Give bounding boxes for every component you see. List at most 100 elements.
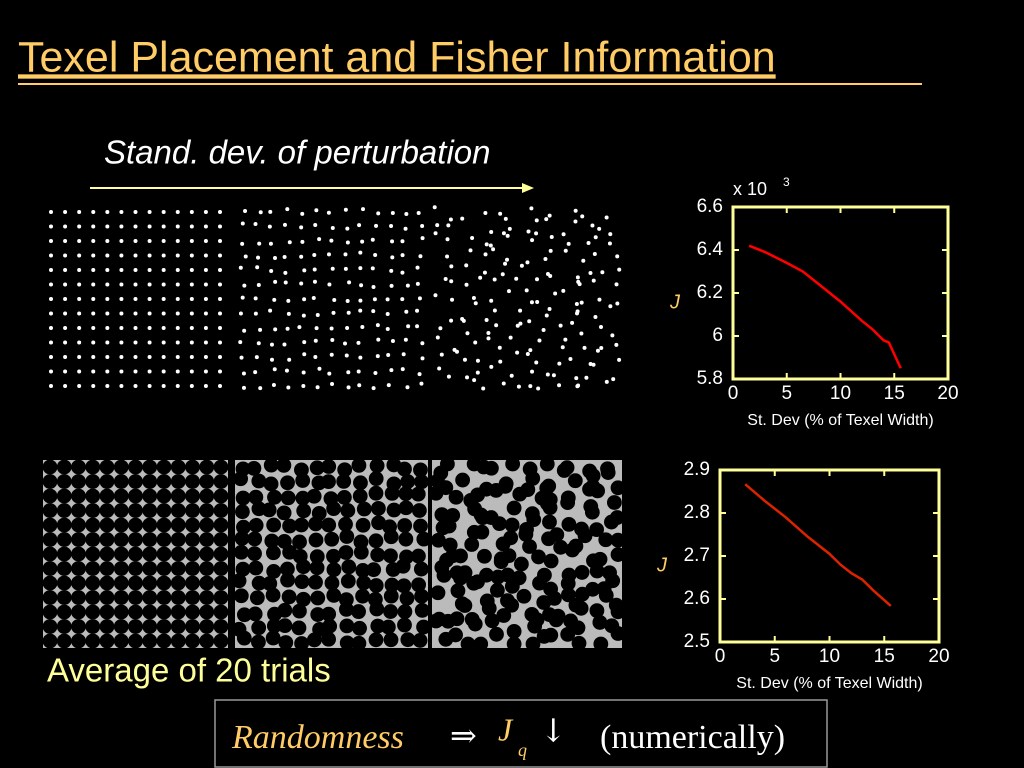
texel-dot — [415, 308, 420, 313]
texel-disc — [170, 488, 186, 504]
texel-dot — [371, 285, 376, 290]
texel-disc — [42, 561, 58, 576]
texel-dot — [119, 326, 124, 330]
texel-dot — [389, 368, 394, 373]
texel-dot — [284, 368, 289, 373]
texel-disc — [56, 561, 72, 576]
x-tick-label: 0 — [728, 383, 739, 404]
texel-disc — [185, 503, 200, 518]
texel-disc — [380, 619, 396, 635]
texel-disc — [113, 590, 129, 605]
texel-dot — [464, 282, 469, 287]
y-tick-label: 2.8 — [684, 502, 710, 523]
texel-disc — [504, 597, 520, 613]
texel-dot — [404, 309, 409, 314]
texel-disc — [541, 478, 557, 494]
texel-disc — [213, 604, 229, 620]
texel-dot — [253, 370, 258, 375]
texel-dot — [515, 350, 520, 355]
texel-dot — [501, 231, 506, 236]
texel-dot — [105, 210, 110, 214]
formula-subscript: q — [518, 740, 527, 760]
texel-dot — [608, 304, 613, 309]
texel-disc — [532, 575, 547, 591]
texel-disc — [85, 517, 101, 533]
texel-disc — [413, 462, 428, 478]
texel-dot — [91, 297, 96, 301]
texel-dot — [175, 297, 180, 301]
texel-dot — [433, 231, 438, 236]
texel-disc — [199, 633, 215, 649]
texel-dot — [203, 239, 208, 243]
texel-dot — [49, 369, 53, 374]
texel-dot — [343, 252, 348, 257]
texel-disc — [99, 488, 115, 504]
texel-dot — [505, 257, 510, 262]
texel-dot — [77, 224, 82, 229]
texel-dot — [175, 268, 180, 272]
texel-disc — [310, 607, 326, 622]
texel-dot — [345, 298, 350, 303]
texel-disc — [113, 474, 129, 489]
texel-dot — [297, 325, 302, 330]
texel-disc — [142, 604, 158, 620]
texel-disc — [113, 517, 129, 533]
texel-disc — [99, 517, 115, 533]
texel-dot — [574, 302, 579, 307]
texel-disc — [71, 459, 86, 475]
texel-disc — [294, 574, 310, 589]
texel-disc — [199, 561, 215, 576]
texel-disc — [506, 500, 522, 516]
disc-field — [428, 456, 626, 652]
texel-dot — [189, 384, 194, 388]
texel-disc — [113, 575, 129, 591]
texel-dot — [417, 372, 422, 377]
texel-disc — [71, 474, 86, 489]
texel-dot — [243, 254, 248, 259]
texel-disc — [549, 527, 565, 543]
texel-disc — [213, 619, 229, 634]
texel-dot — [147, 384, 152, 388]
texel-dot — [530, 238, 535, 243]
texel-disc — [282, 518, 298, 534]
texel-dot — [346, 370, 351, 375]
texel-disc — [506, 623, 522, 639]
texel-dot — [343, 266, 348, 271]
texel-disc — [413, 518, 428, 534]
data-line — [744, 483, 892, 607]
texel-dot — [525, 260, 530, 265]
texel-dot — [615, 301, 620, 306]
data-line — [748, 244, 902, 369]
texel-disc — [213, 590, 229, 605]
texel-dot — [547, 213, 552, 218]
texel-dot — [389, 283, 394, 288]
texel-dot — [161, 210, 166, 214]
texel-dot — [614, 342, 619, 347]
texel-dot — [573, 219, 578, 224]
texel-dot — [273, 279, 278, 284]
texel-dot — [287, 240, 292, 245]
texel-disc — [397, 518, 413, 533]
texel-disc — [306, 488, 322, 504]
texel-dot — [418, 254, 423, 259]
texel-dot — [598, 325, 603, 330]
texel-dot — [272, 367, 277, 372]
texel-disc — [199, 575, 215, 591]
texel-dot — [147, 326, 152, 330]
texel-disc — [170, 459, 186, 475]
texel-dot — [133, 384, 138, 388]
texel-dot — [498, 211, 503, 216]
texel-dot — [175, 384, 180, 388]
plot-frame — [718, 468, 941, 644]
texel-dot — [563, 248, 568, 253]
texel-dot — [400, 367, 405, 372]
texel-disc — [264, 533, 280, 549]
texel-dot — [462, 357, 467, 362]
texel-dot — [63, 224, 68, 229]
texel-dot — [330, 382, 335, 387]
formula-lhs: Randomness — [231, 719, 404, 756]
texel-dot — [509, 373, 514, 378]
texel-dot — [77, 253, 82, 258]
texel-disc — [399, 590, 415, 606]
